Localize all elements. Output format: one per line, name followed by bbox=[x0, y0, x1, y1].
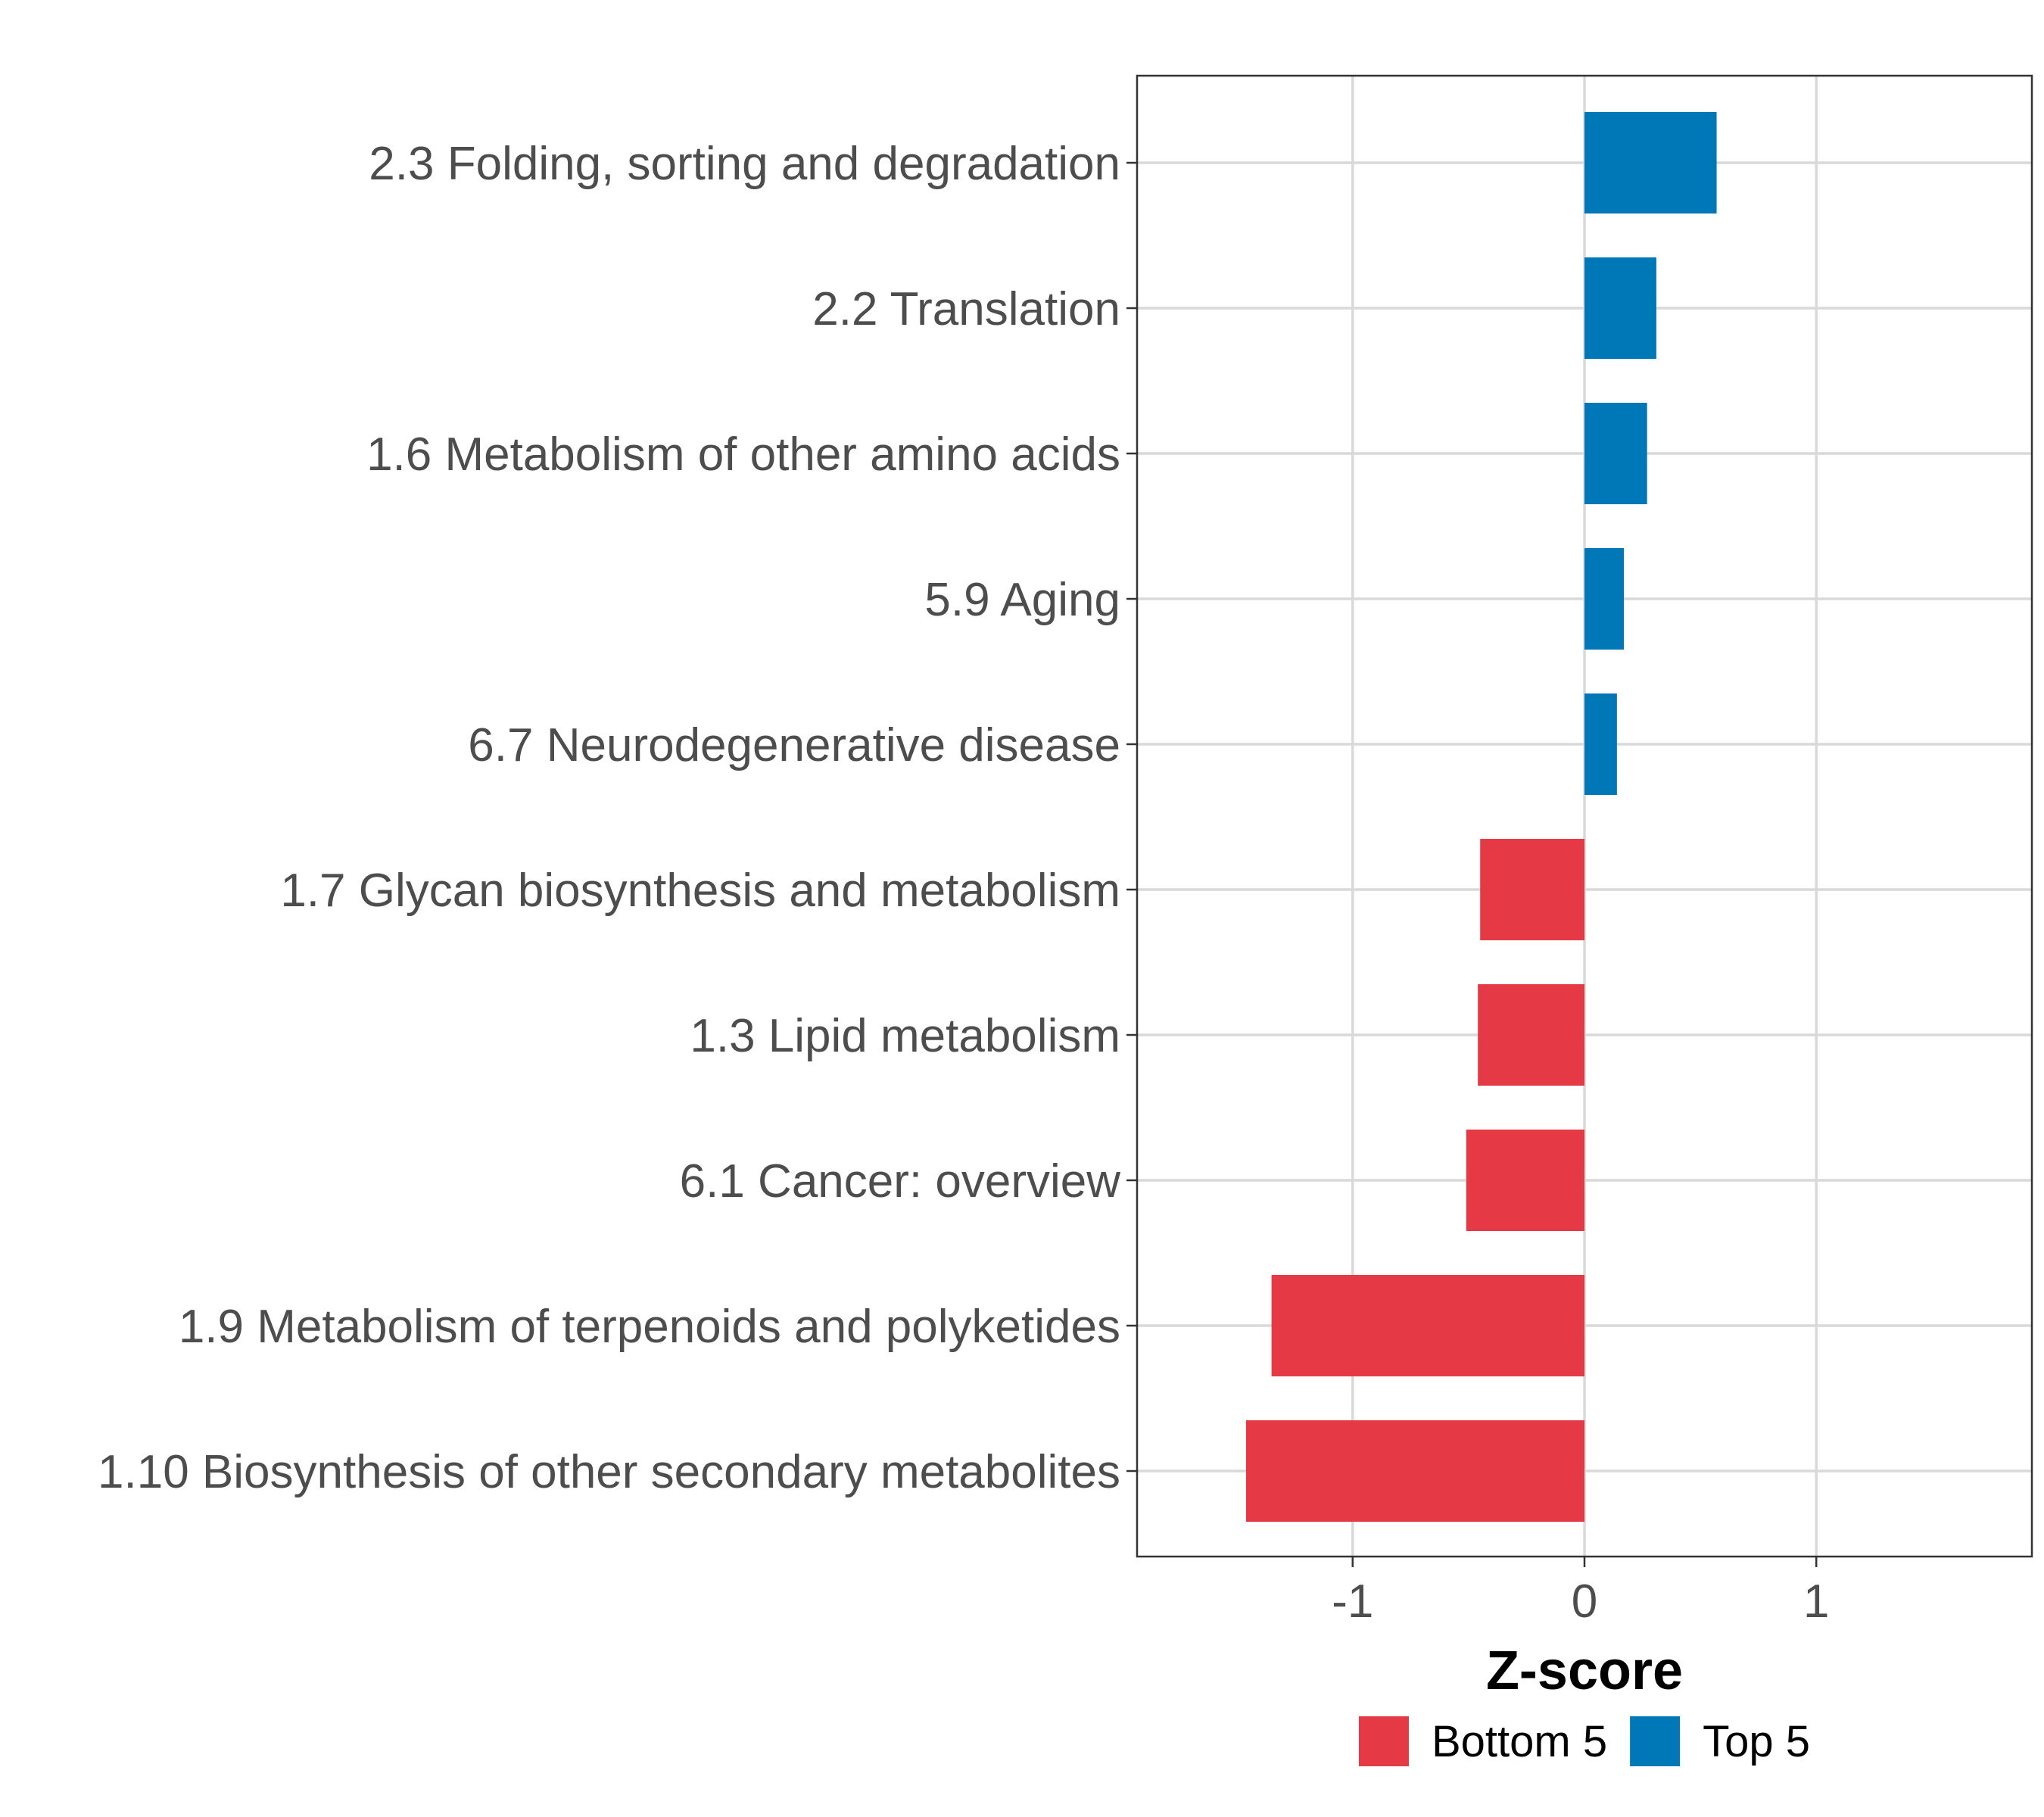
bar bbox=[1584, 403, 1647, 504]
x-tick-label: 0 bbox=[1572, 1575, 1597, 1628]
category-label: 5.9 Aging bbox=[924, 574, 1120, 626]
axis-ticks bbox=[1126, 161, 1818, 1567]
legend-label: Top 5 bbox=[1703, 1717, 1810, 1766]
x-tick-labels: -1 0 1 bbox=[1332, 1575, 1829, 1628]
category-label: 2.3 Folding, sorting and degradation bbox=[369, 138, 1120, 190]
category-label: 1.9 Metabolism of terpenoids and polyket… bbox=[179, 1301, 1120, 1353]
x-axis-title: Z-score bbox=[1486, 1641, 1683, 1701]
category-label: 1.10 Biosynthesis of other secondary met… bbox=[98, 1446, 1120, 1498]
legend: Bottom 5 Top 5 bbox=[1358, 1716, 1810, 1766]
bar bbox=[1584, 257, 1656, 359]
bar bbox=[1466, 1130, 1584, 1231]
x-tick-label: 1 bbox=[1803, 1575, 1829, 1628]
category-label: 6.7 Neurodegenerative disease bbox=[468, 719, 1120, 771]
category-label: 1.7 Glycan biosynthesis and metabolism bbox=[280, 865, 1120, 917]
bar bbox=[1480, 839, 1584, 940]
category-label: 1.3 Lipid metabolism bbox=[690, 1010, 1120, 1062]
category-label: 1.6 Metabolism of other amino acids bbox=[366, 429, 1120, 481]
category-labels: 2.3 Folding, sorting and degradation 2.2 … bbox=[98, 138, 1120, 1498]
x-tick-label: -1 bbox=[1332, 1575, 1373, 1628]
legend-key bbox=[1630, 1716, 1681, 1766]
category-label: 6.1 Cancer: overview bbox=[680, 1155, 1121, 1208]
bar bbox=[1245, 1420, 1584, 1522]
bar bbox=[1271, 1275, 1584, 1376]
bar bbox=[1584, 112, 1717, 213]
bars bbox=[1245, 112, 1717, 1522]
bar bbox=[1478, 984, 1584, 1086]
bar bbox=[1584, 548, 1625, 650]
bar bbox=[1584, 693, 1617, 795]
category-label: 2.2 Translation bbox=[812, 283, 1120, 335]
legend-key bbox=[1358, 1716, 1409, 1766]
legend-label: Bottom 5 bbox=[1432, 1717, 1607, 1766]
